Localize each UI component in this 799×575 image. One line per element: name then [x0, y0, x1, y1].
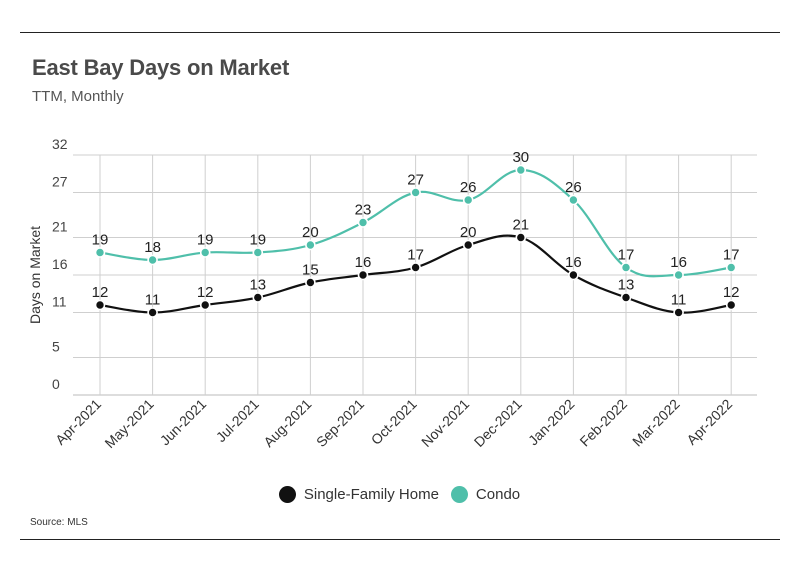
data-label-condo: 30 — [512, 149, 529, 166]
legend-marker-single-family — [278, 486, 296, 503]
data-label-single-family: 21 — [512, 217, 529, 234]
top-rule — [20, 32, 780, 33]
data-label-single-family: 12 — [197, 284, 214, 301]
source-note: Source: MLS — [30, 517, 88, 528]
chart-title: East Bay Days on Market — [32, 55, 290, 80]
x-tick-label: Feb-2022 — [576, 396, 630, 450]
chart-subtitle: TTM, Monthly — [32, 88, 124, 105]
data-label-condo: 18 — [144, 239, 161, 256]
data-point-single-family — [94, 299, 106, 311]
data-label-condo: 19 — [92, 232, 109, 249]
data-point-condo — [94, 247, 106, 258]
x-tick-label: Jan-2022 — [525, 396, 578, 449]
y-tick-label: 27 — [52, 174, 68, 190]
legend-item-condo: Condo — [450, 486, 521, 503]
data-point-single-family — [568, 269, 579, 281]
x-tick-label: Apr-2021 — [52, 396, 104, 448]
x-tick-label: Nov-2021 — [418, 396, 472, 450]
data-label-single-family: 12 — [92, 284, 109, 301]
bottom-rule — [20, 539, 780, 540]
x-tick-label: Aug-2021 — [260, 396, 314, 450]
data-label-condo: 16 — [670, 254, 687, 271]
x-tick-label: Oct-2021 — [368, 396, 420, 448]
data-point-single-family — [357, 269, 369, 281]
x-tick-label: Sep-2021 — [313, 396, 367, 450]
y-tick-label: 16 — [52, 256, 68, 272]
x-tick-label: Jul-2021 — [213, 396, 262, 445]
data-point-condo — [357, 217, 369, 228]
x-tick-label: Jun-2021 — [157, 396, 210, 449]
data-label-condo: 26 — [460, 179, 477, 196]
data-point-condo — [199, 247, 211, 258]
chart-legend: Single-Family Home Condo — [0, 486, 799, 503]
x-tick-label: May-2021 — [101, 396, 156, 451]
data-label-single-family: 13 — [618, 277, 635, 294]
data-label-condo: 20 — [302, 224, 319, 241]
y-tick-label: 0 — [52, 376, 60, 392]
data-label-condo: 17 — [618, 247, 635, 264]
data-point-condo — [725, 262, 737, 273]
data-point-single-family — [673, 307, 684, 318]
data-point-single-family — [725, 299, 737, 311]
data-point-single-family — [410, 262, 421, 273]
data-label-condo: 19 — [197, 232, 214, 249]
data-point-single-family — [462, 239, 474, 251]
y-axis-label: Days on Market — [27, 226, 43, 324]
data-point-condo — [673, 269, 684, 281]
data-point-condo — [462, 194, 474, 206]
legend-label-condo: Condo — [475, 486, 521, 503]
data-label-single-family: 20 — [460, 224, 477, 241]
data-point-single-family — [515, 232, 527, 243]
data-label-condo: 19 — [249, 232, 266, 249]
x-tick-label: Dec-2021 — [471, 396, 525, 450]
y-tick-label: 21 — [52, 219, 68, 235]
data-label-single-family: 16 — [355, 254, 372, 271]
x-tick-label: Apr-2022 — [683, 396, 735, 448]
data-point-single-family — [199, 299, 211, 311]
data-label-single-family: 12 — [723, 284, 740, 301]
data-point-condo — [620, 262, 632, 273]
data-point-single-family — [305, 277, 316, 288]
data-point-condo — [147, 254, 158, 266]
data-point-condo — [305, 239, 316, 251]
data-label-single-family: 16 — [565, 254, 582, 271]
y-tick-label: 11 — [52, 294, 67, 310]
legend-item-single-family: Single-Family Home — [278, 486, 439, 503]
legend-label-single-family: Single-Family Home — [303, 486, 439, 503]
data-point-condo — [568, 194, 579, 206]
x-tick-label: Mar-2022 — [629, 396, 683, 450]
data-point-condo — [252, 247, 264, 258]
data-label-single-family: 17 — [407, 247, 424, 264]
legend-marker-condo — [450, 486, 468, 503]
data-point-single-family — [620, 292, 632, 303]
data-point-single-family — [147, 307, 158, 318]
data-label-single-family: 15 — [302, 262, 319, 279]
data-label-condo: 17 — [723, 247, 740, 264]
data-label-condo: 23 — [355, 202, 372, 219]
data-label-single-family: 11 — [671, 292, 687, 309]
data-label-condo: 27 — [407, 172, 424, 189]
y-tick-label: 5 — [52, 339, 60, 355]
data-point-condo — [410, 187, 421, 198]
data-point-condo — [515, 164, 527, 176]
data-label-condo: 26 — [565, 179, 582, 196]
data-point-single-family — [252, 292, 264, 303]
data-label-single-family: 13 — [249, 277, 266, 294]
data-label-single-family: 11 — [145, 292, 161, 309]
y-tick-label: 32 — [52, 136, 68, 152]
